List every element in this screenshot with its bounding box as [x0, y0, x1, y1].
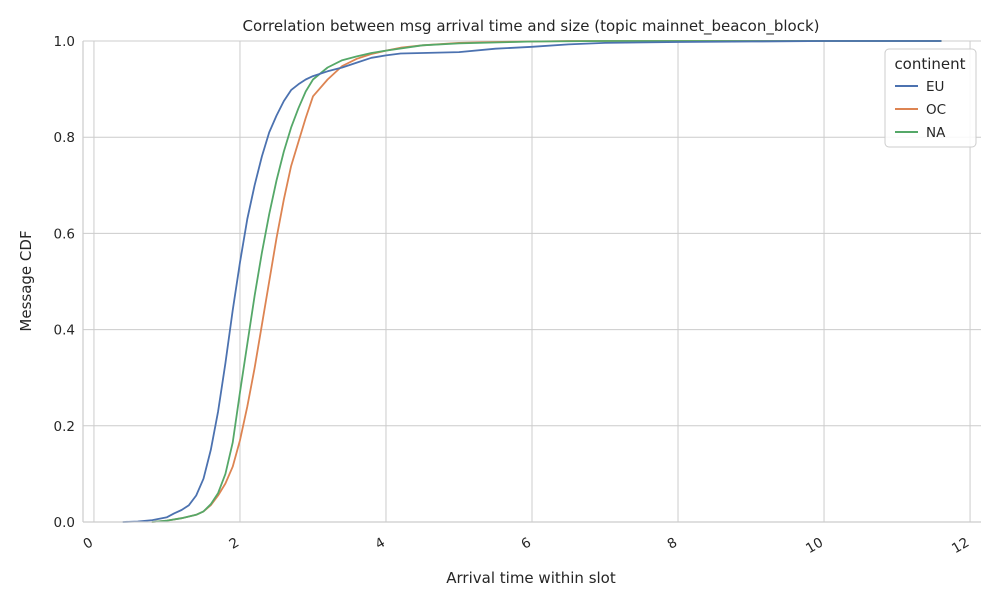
chart-title: Correlation between msg arrival time and…: [243, 17, 820, 36]
x-tick-label: 10: [803, 535, 826, 557]
y-tick-label: 1.0: [54, 34, 75, 50]
legend-label-oc: OC: [926, 102, 946, 118]
series-line-eu: [122, 40, 942, 523]
y-tick-label: 0.4: [54, 323, 75, 339]
legend-title: continent: [894, 55, 965, 73]
legend-items: EU OC NA: [895, 79, 946, 141]
y-tick-label: 0.8: [54, 130, 75, 146]
legend-frame: [884, 48, 977, 148]
x-tick-label: 12: [949, 535, 972, 557]
y-tick-label: 0.6: [54, 226, 75, 242]
grid: [83, 40, 981, 523]
series-line-na: [151, 40, 942, 523]
x-tick-label: 2: [227, 535, 242, 553]
series-lines: [122, 40, 942, 523]
x-tick-label: 6: [519, 535, 534, 553]
y-tick-label: 0.0: [54, 515, 75, 531]
axes: [82, 41, 981, 523]
y-axis-label: Message CDF: [17, 230, 35, 331]
series-line-oc: [151, 40, 942, 523]
tick-labels: 0 2 4 6 8 10 12 0.0 0.2 0.4 0.6 0.8 1.0: [54, 34, 973, 557]
y-tick-label: 0.2: [54, 419, 75, 435]
legend: continent EU OC NA: [884, 48, 977, 148]
x-tick-label: 0: [81, 535, 96, 553]
legend-label-eu: EU: [926, 79, 944, 95]
legend-label-na: NA: [926, 125, 946, 141]
x-tick-label: 8: [665, 535, 680, 553]
x-axis-label: Arrival time within slot: [446, 569, 616, 587]
x-tick-label: 4: [373, 535, 388, 553]
